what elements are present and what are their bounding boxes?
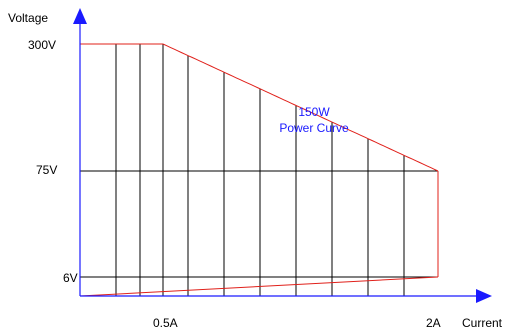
y-axis-title: Voltage (8, 11, 48, 25)
y-tick-6v: 6V (63, 271, 78, 285)
y-tick-75v: 75V (36, 163, 57, 177)
y-tick-300v: 300V (28, 38, 56, 52)
min-voltage-slope (79, 276, 439, 297)
annotation-power-curve: Power Curve (279, 121, 349, 135)
horizontal-reference-lines (80, 43, 438, 278)
x-axis-arrow (476, 289, 492, 303)
x-axis-title: Current (462, 316, 503, 330)
annotation-150w: 150W (298, 105, 330, 119)
power-curve-line (162, 43, 439, 172)
y-axis-arrow (73, 8, 87, 24)
power-curve-outline (79, 43, 439, 297)
axes (73, 8, 492, 303)
x-tick-0-5a: 0.5A (153, 316, 178, 330)
x-tick-2a: 2A (426, 316, 441, 330)
vertical-grid-lines (79, 44, 405, 296)
